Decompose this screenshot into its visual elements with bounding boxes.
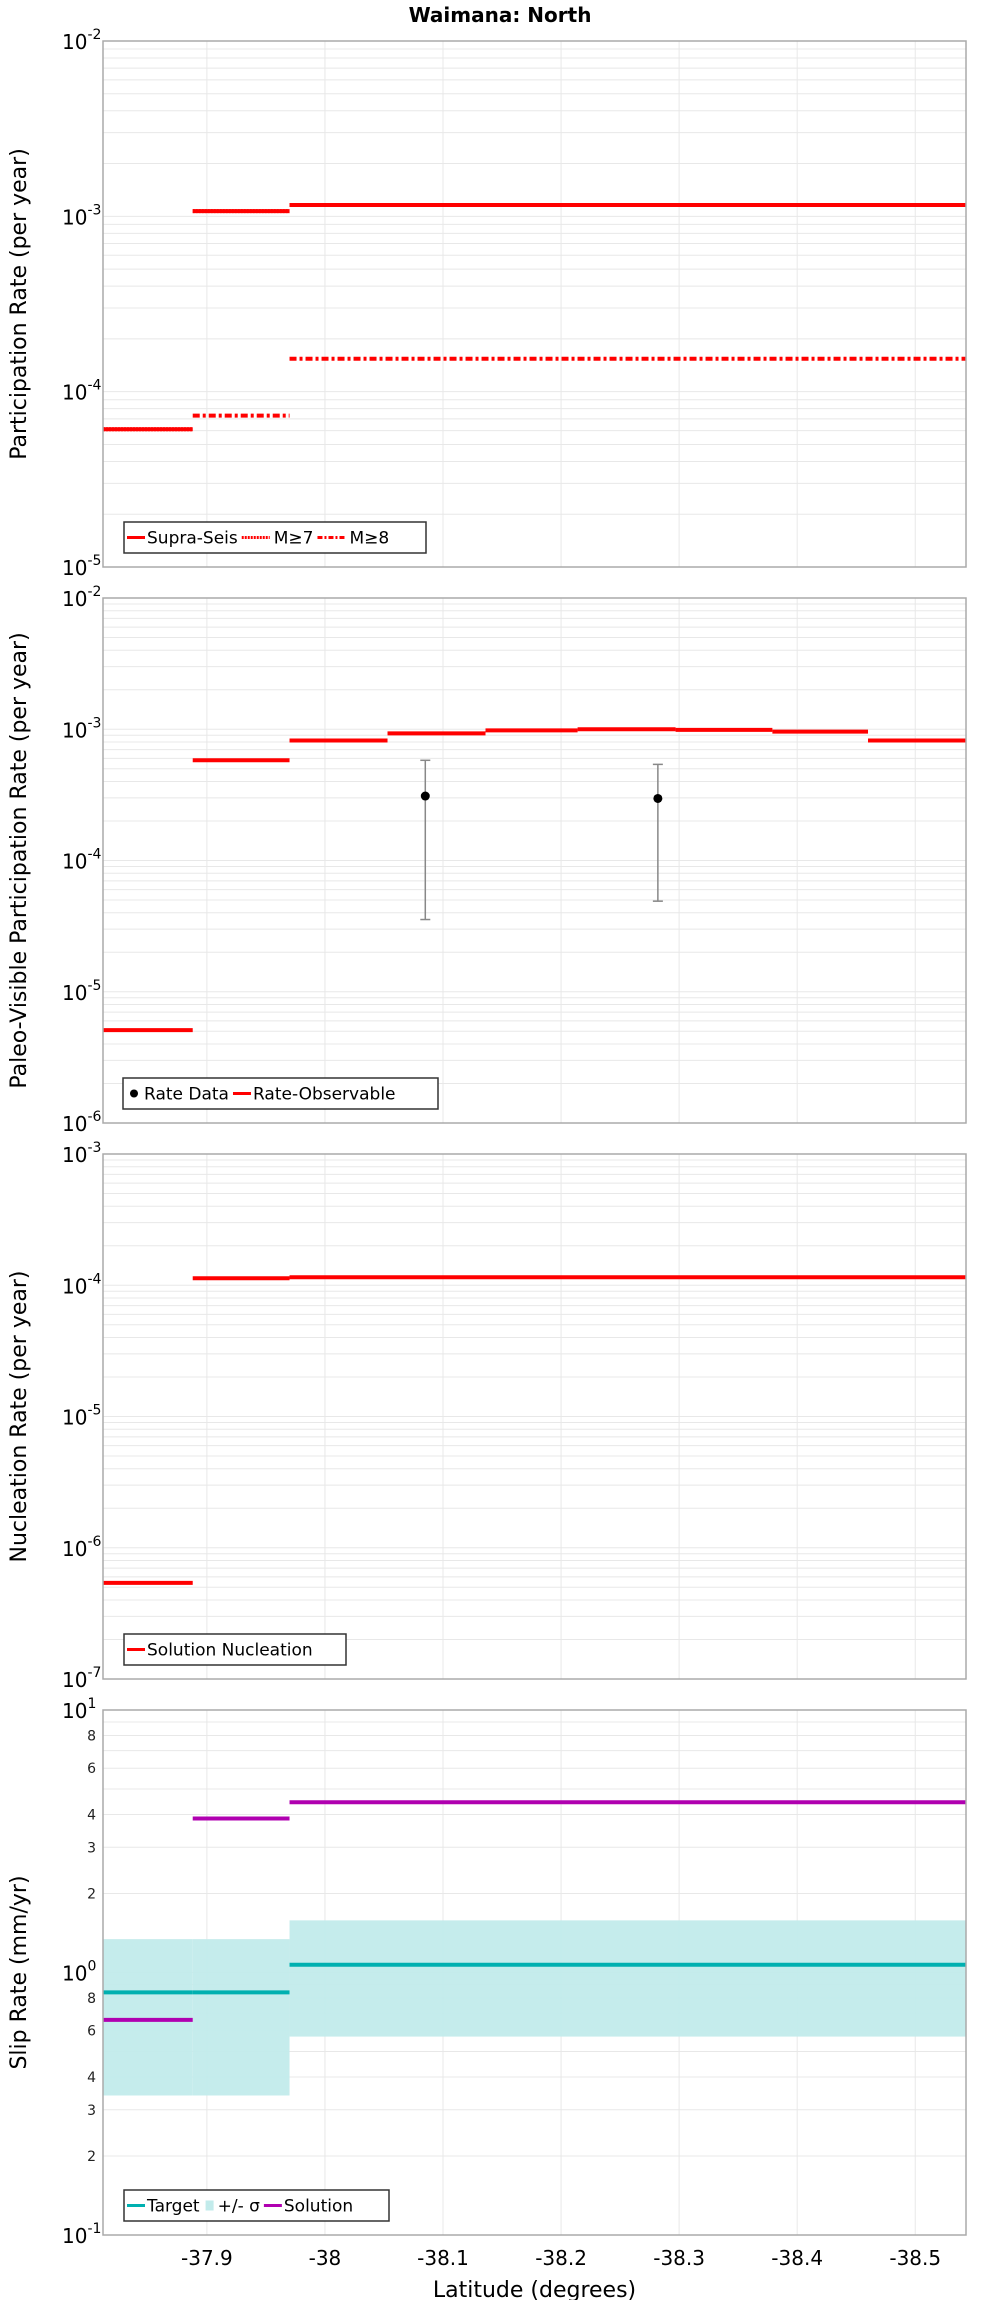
y-axis-label: Slip Rate (mm/yr) <box>7 1875 32 2069</box>
y-tick-label: 10-4 <box>62 1271 102 1298</box>
y-tick-label: 101 <box>62 1696 96 1723</box>
y-minor-tick-label: 8 <box>87 1728 96 1744</box>
y-tick-label: 10-2 <box>62 584 101 611</box>
legend-box <box>123 2189 390 2222</box>
plot-frame <box>102 1153 967 1680</box>
rate-data-point <box>420 791 430 801</box>
legend-label: Rate Data <box>144 1085 229 1105</box>
x-tick-label: -38.4 <box>771 2246 823 2270</box>
y-minor-tick-label: 6 <box>87 2024 96 2040</box>
rate-data-point <box>653 793 663 803</box>
legend-label: M≥7 <box>274 529 314 549</box>
legend-box <box>123 521 427 554</box>
legend-label: +/- σ <box>218 2197 261 2217</box>
y-minor-tick-label: 3 <box>87 1840 96 1856</box>
y-minor-tick-label: 4 <box>87 1807 96 1823</box>
legend-label: Target <box>146 2197 200 2217</box>
y-axis-label: Participation Rate (per year) <box>7 148 32 460</box>
plot-frame <box>102 40 967 568</box>
x-tick-label: -38.5 <box>889 2246 941 2270</box>
x-tick-label: -38 <box>309 2246 342 2270</box>
legend: Solution Nucleation <box>123 1633 347 1666</box>
legend: Rate Data Rate-Observable <box>122 1077 439 1110</box>
x-tick-label: -37.9 <box>181 2246 233 2270</box>
legend: Supra-Seis M≥7 M≥8 <box>123 521 427 554</box>
chart-title: Waimana: North <box>409 3 592 27</box>
panel-2: 10-2 10-3 10-4 10-5 10-6 Paleo-Visible Partic… <box>7 584 967 1136</box>
legend-label: Solution <box>284 2197 353 2217</box>
x-tick-label: -38.3 <box>653 2246 705 2270</box>
plot-frame <box>102 597 967 1124</box>
legend-box <box>123 1633 347 1666</box>
legend-label: Supra-Seis <box>147 529 238 549</box>
y-tick-label: 100 <box>62 1959 96 1986</box>
y-tick-label: 10-3 <box>62 715 101 742</box>
y-minor-tick-label: 8 <box>87 1991 96 2007</box>
y-tick-label: 10-6 <box>62 1534 102 1561</box>
y-tick-label: 10-5 <box>62 1403 101 1430</box>
legend-label: M≥8 <box>349 529 389 549</box>
y-minor-tick-label: 3 <box>87 2103 96 2119</box>
legend-marker-band-icon <box>205 2200 214 2211</box>
y-minor-tick-label: 4 <box>87 2070 96 2086</box>
sigma-band <box>103 1939 193 2096</box>
y-tick-label: 10-5 <box>62 978 101 1005</box>
y-tick-label: 10-3 <box>62 1140 101 1167</box>
x-axis-title: Latitude (degrees) <box>433 2278 636 2300</box>
x-tick-label: -38.2 <box>535 2246 587 2270</box>
y-axis-label: Paleo-Visible Participation Rate (per ye… <box>7 632 32 1088</box>
panel-4: 101 100 10-1 8 6 4 3 2 8 6 4 3 2 Slip Rate (mm/yr) Tar… <box>7 1696 967 2248</box>
legend-box <box>122 1077 439 1110</box>
sigma-band <box>289 1920 967 2037</box>
y-axis-label: Nucleation Rate (per year) <box>7 1271 32 1563</box>
y-tick-label: 10-1 <box>62 2221 101 2248</box>
y-tick-label: 10-6 <box>62 1109 102 1136</box>
y-tick-label: 10-5 <box>62 553 101 580</box>
y-minor-tick-label: 2 <box>87 1886 96 1902</box>
y-minor-tick-label: 2 <box>87 2149 96 2165</box>
legend-label: Rate-Observable <box>253 1085 396 1105</box>
y-tick-label: 10-4 <box>62 378 102 405</box>
legend: Target +/- σ Solution <box>123 2189 390 2222</box>
sigma-band <box>192 1939 290 2096</box>
legend-label: Solution Nucleation <box>147 1641 313 1661</box>
y-tick-label: 10-7 <box>62 1665 101 1692</box>
panel-1: 10-2 10-3 10-4 10-5 Participation Rate (per … <box>7 27 967 580</box>
plot-frame <box>102 1709 967 2236</box>
y-tick-label: 10-4 <box>62 847 102 874</box>
legend-marker-dot-icon <box>130 1089 138 1098</box>
y-tick-label: 10-2 <box>62 27 101 54</box>
y-tick-label: 10-3 <box>62 202 101 229</box>
panel-3: 10-3 10-4 10-5 10-6 10-7 Nucleation Rate (per… <box>7 1140 967 1692</box>
y-minor-tick-label: 6 <box>87 1761 96 1777</box>
x-tick-label: -38.1 <box>417 2246 469 2270</box>
